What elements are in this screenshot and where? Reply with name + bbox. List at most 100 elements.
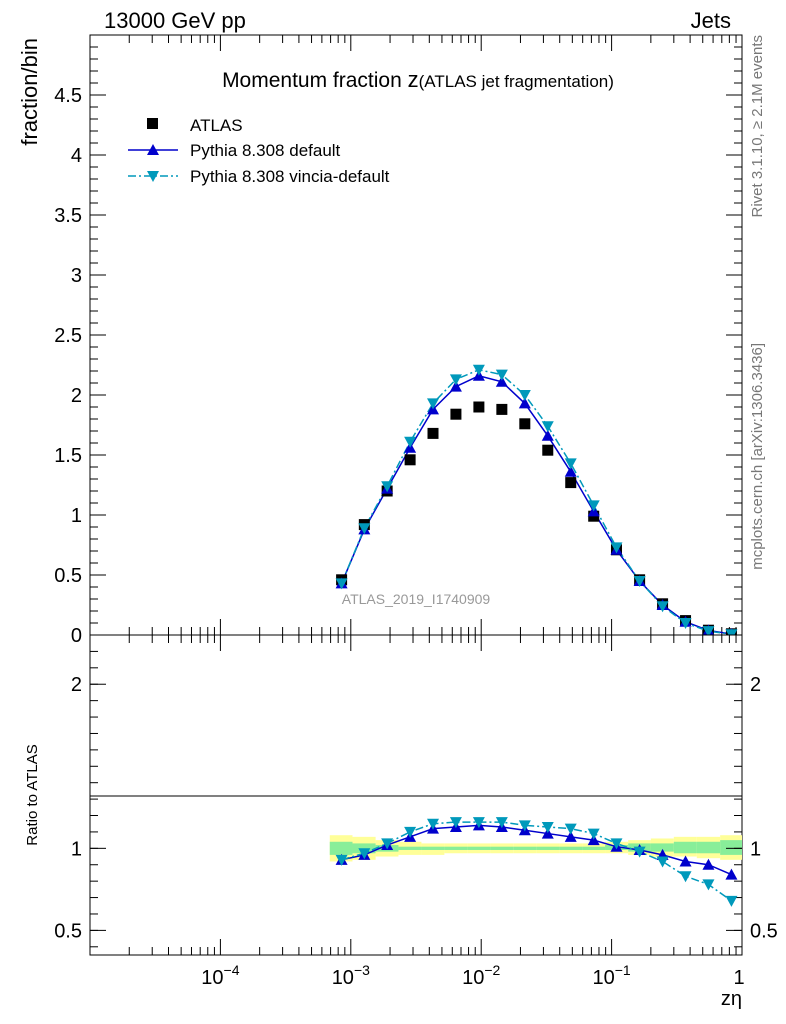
band-inner-bin — [673, 841, 697, 854]
band-inner-bin — [490, 846, 514, 850]
ratio-y-axis: 0.5 0.5 1 1 2 2 — [54, 650, 778, 948]
atlas-point — [404, 454, 416, 466]
main-title: Momentum fraction z(ATLAS jet fragmentat… — [222, 67, 614, 92]
ratio-y-tick-label: 0.5 — [54, 920, 82, 942]
category-label: Jets — [691, 8, 731, 33]
legend-label-default: Pythia 8.308 default — [190, 141, 341, 160]
band-inner-bin — [696, 841, 721, 854]
atlas-point — [473, 401, 485, 413]
ratio-x-tick-label: 10−2 — [462, 962, 500, 989]
main-y-tick-label: 3 — [71, 265, 82, 287]
ratio-x-tick-label: 1 — [733, 967, 744, 989]
ratio-vincia-point — [679, 871, 692, 883]
band-inner-bin — [513, 846, 537, 850]
vincia-point — [335, 578, 348, 590]
ratio-vincia-point — [335, 854, 348, 866]
vincia-point — [702, 626, 715, 638]
ratio-vincia-point — [381, 838, 394, 850]
ratio-x-axis: 10−4 10−3 10−2 10−1 1 — [89, 635, 745, 989]
legend-label-atlas: ATLAS — [190, 116, 243, 135]
main-data-marks — [335, 364, 738, 641]
main-y-tick-label: 0 — [71, 625, 82, 647]
atlas-point — [427, 427, 439, 439]
ratio-vincia-point — [495, 817, 508, 829]
ratio-vincia-point — [610, 838, 623, 850]
band-inner-bin — [421, 846, 445, 850]
band-inner-bin — [467, 846, 491, 850]
main-y-tick-label: 4.5 — [54, 85, 82, 107]
legend-marker-vincia — [147, 171, 159, 182]
vincia-point — [404, 436, 417, 448]
vincia-point — [427, 398, 440, 410]
vincia-point — [518, 390, 531, 401]
atlas-point — [565, 477, 577, 489]
band-inner-bin — [444, 846, 468, 850]
vincia-point — [656, 601, 669, 613]
band-inner-bin — [559, 846, 583, 850]
main-frame — [89, 34, 743, 636]
vincia-point — [541, 421, 554, 433]
vincia-point — [381, 481, 394, 493]
main-y-tick-label: 1.5 — [54, 445, 82, 467]
ratio-vincia-point — [449, 817, 462, 829]
ratio-x-tick-label: 10−4 — [201, 962, 239, 989]
ratio-vincia-point — [633, 846, 646, 858]
atlas-point — [496, 403, 508, 415]
energy-label: 13000 GeV pp — [104, 8, 246, 33]
main-title-sub: (ATLAS jet fragmentation) — [419, 72, 614, 91]
vincia-point — [610, 542, 623, 554]
vincia-point — [449, 374, 462, 386]
ratio-x-tick-label: 10−3 — [332, 962, 370, 989]
ratio-default-point — [702, 858, 715, 870]
ratio-default-point — [541, 827, 554, 839]
vincia-point — [495, 369, 508, 381]
vincia-point — [564, 458, 577, 470]
main-ylabel: fraction/bin — [17, 38, 42, 146]
band-inner-bin — [582, 846, 606, 850]
main-title-z: z — [408, 67, 419, 92]
main-y-tick-label: 0.5 — [54, 565, 82, 587]
ratio-frame — [89, 634, 743, 956]
atlas-point — [519, 418, 531, 430]
main-y-tick-label: 4 — [71, 145, 82, 167]
default-point — [518, 397, 531, 409]
vincia-point — [587, 500, 600, 512]
main-y-tick-label: 2.5 — [54, 325, 82, 347]
ratio-y-tick-label-right: 1 — [750, 838, 761, 860]
vincia-point — [679, 618, 692, 629]
atlas-point — [450, 408, 462, 420]
legend-marker-atlas — [147, 118, 158, 129]
band-inner-bin — [536, 846, 560, 850]
band-inner-bin — [650, 843, 674, 852]
ratio-vincia-point — [518, 820, 531, 832]
ratio-ylabel: Ratio to ATLAS — [24, 744, 41, 845]
watermark-label: ATLAS_2019_I1740909 — [342, 591, 491, 607]
rivet-label: Rivet 3.1.10, ≥ 2.1M events — [749, 35, 766, 218]
default-point — [495, 375, 508, 387]
ratio-data-marks — [335, 817, 738, 907]
ratio-y-tick-label-right: 2 — [750, 674, 761, 696]
band-inner-bin — [398, 846, 422, 850]
main-y-axis: 0 0.5 1 1.5 2 2.5 3 3.5 4 4.5 — [54, 46, 742, 647]
ratio-xlabel: zη — [721, 988, 742, 1010]
ratio-vincia-point — [472, 817, 485, 829]
vincia-point — [358, 523, 371, 535]
band-inner-bin — [720, 840, 742, 855]
ratio-vincia-point — [587, 828, 600, 840]
ratio-vincia-point — [702, 879, 715, 891]
ratio-panel: Ratio to ATLAS 0.5 0.51 12 2 10−4 10−3 10−2 10… — [24, 634, 778, 1010]
ratio-default-point — [587, 834, 600, 846]
ratio-vincia-point — [656, 856, 669, 868]
ratio-vincia-point — [427, 818, 440, 830]
ratio-default-point — [679, 855, 692, 867]
vincia-point — [633, 576, 646, 587]
ratio-default-point — [564, 830, 577, 842]
legend: ATLAS Pythia 8.308 default Pythia 8.308 … — [128, 116, 390, 186]
main-y-tick-label: 2 — [71, 385, 82, 407]
ratio-default-point — [725, 868, 738, 880]
ratio-vincia-point — [725, 895, 738, 907]
ratio-y-tick-label-right: 0.5 — [750, 920, 778, 942]
ratio-vincia-point — [404, 826, 417, 838]
ratio-line-vincia — [341, 821, 732, 902]
